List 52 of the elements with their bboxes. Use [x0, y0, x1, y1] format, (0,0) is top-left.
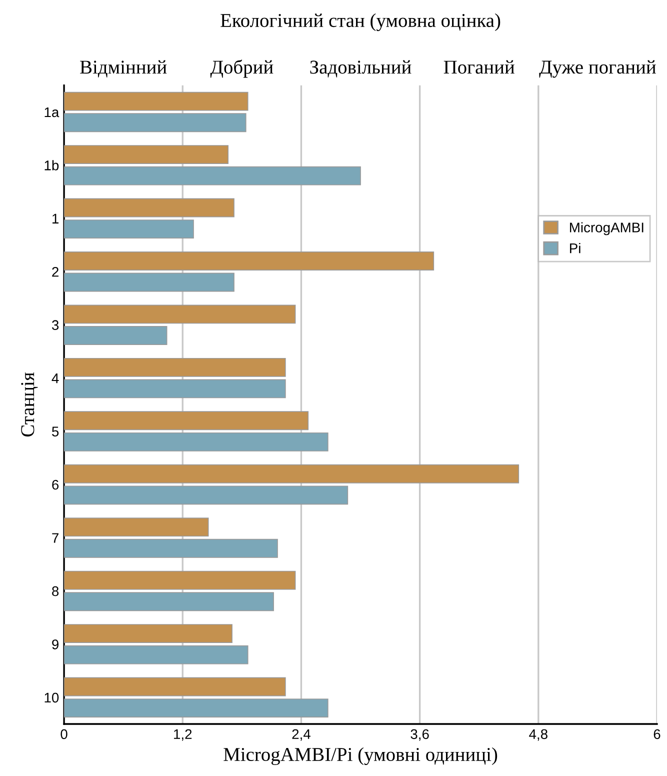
text: Добрий: [210, 60, 274, 78]
text: Дуже поганий: [539, 60, 656, 78]
bar: [64, 464, 520, 484]
bar: [64, 272, 234, 292]
y-tick-label: 6: [52, 480, 59, 490]
x-tick-label: 2,4: [292, 729, 310, 741]
bar: [64, 326, 168, 345]
bar: [64, 538, 278, 558]
bar: [64, 220, 194, 239]
bar: [64, 592, 274, 612]
bar: [64, 92, 248, 111]
y-tick-label: 7: [52, 533, 58, 543]
x-axis-title: MicrogAMBI/Pi (умовні одиниці): [224, 747, 498, 766]
bar: [64, 624, 232, 643]
bar: [64, 145, 229, 164]
bar: [64, 486, 348, 505]
y-tick-label: 1b: [44, 160, 59, 170]
bar: [64, 677, 286, 696]
y-axis-title: Станція: [21, 372, 38, 436]
x-tick-label: 6: [654, 729, 660, 740]
legend-label: Pi: [570, 243, 580, 254]
bar: [64, 113, 246, 132]
bar: [64, 411, 309, 430]
bar: [64, 570, 296, 590]
legend-label: MicrogAMBI: [570, 222, 644, 236]
bar: [64, 166, 361, 186]
text: Відмінний: [80, 60, 167, 78]
y-tick-label: 5: [52, 426, 59, 436]
bar: [64, 358, 286, 377]
bar: [64, 252, 434, 270]
y-tick-label: 9: [52, 640, 59, 650]
bar: [64, 379, 286, 398]
x-tick-label: 4,8: [529, 729, 548, 741]
y-tick-label: 10: [44, 692, 59, 703]
bar: [64, 432, 328, 452]
x-tick-label: 0: [60, 729, 68, 740]
y-tick-label: 1: [52, 214, 58, 224]
x-tick-label: 1,2: [174, 729, 192, 741]
y-tick-label: 2: [52, 266, 58, 277]
x2-axis-title: Екологічний стан (умовна оцінка): [220, 13, 500, 32]
bar: [64, 645, 248, 664]
text: Поганий: [444, 60, 514, 74]
text: Задовільний: [310, 60, 412, 78]
bar: [64, 304, 296, 324]
bar: [64, 518, 209, 537]
y-tick-label: 3: [52, 320, 59, 330]
x-tick-label: 3,6: [410, 729, 429, 741]
bar: [64, 698, 328, 718]
y-tick-label: 4: [52, 374, 59, 384]
y-tick-label: 1a: [44, 107, 60, 118]
y-tick-label: 8: [52, 586, 59, 596]
bar: [64, 198, 234, 218]
